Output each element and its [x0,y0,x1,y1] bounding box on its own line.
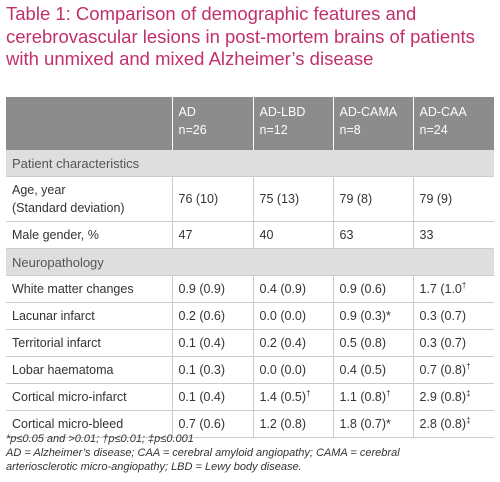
data-row: Lobar haematoma 0.1 (0.3) 0.0 (0.0) 0.4 (0.… [6,356,494,384]
cell: 0.9 (0.3)* [332,302,413,330]
label: Lacunar infarct [12,309,95,323]
cell: 0.3 (0.7) [412,329,494,357]
data-table: AD n=26 AD-LBD n=12 AD-CAMA n=8 AD-CAA n=24 Pat… [6,97,494,438]
significance: † [386,389,391,399]
significance: † [461,281,467,291]
cell: 0.1 (0.4) [171,383,253,411]
column-name: AD-CAMA [339,105,398,119]
column-n: n=24 [419,123,448,137]
column-n: n=26 [178,123,207,137]
header-cell: AD-LBD n=12 [252,97,333,150]
row-label: Lacunar infarct [6,302,172,330]
cell: 0.9 (0.9) [171,275,253,303]
header-cell: AD n=26 [171,97,253,150]
section-row: Patient characteristics [6,150,494,177]
cell-value: 1.1 (0.8) [339,390,387,405]
cell: 2.8 (0.8)‡ [412,410,494,438]
label: White matter changes [12,282,134,296]
section-title: Patient characteristics [6,150,494,177]
cell: 0.7 (0.6) [171,410,253,438]
cell: 0.4 (0.5) [332,356,413,384]
data-row: Lacunar infarct 0.2 (0.6) 0.0 (0.0) 0.9 (0.… [6,302,494,330]
cell: 79 (8) [332,176,413,222]
label: Cortical micro-bleed [12,417,124,431]
row-label: White matter changes [6,275,172,303]
column-name: AD-LBD [259,105,306,119]
cell-value: 1.4 (0.5) [259,390,307,405]
cell: 76 (10) [171,176,253,222]
cell: 40 [252,221,333,249]
cell: 0.3 (0.7) [412,302,494,330]
column-n: n=8 [339,123,361,137]
data-row: Cortical micro-infarct 0.1 (0.4) 1.4 (0.5)… [6,383,494,411]
cell: 79 (9) [412,176,494,222]
cell: 1.7 (1.0† [412,275,494,303]
cell: 0.2 (0.4) [252,329,333,357]
cell: 0.4 (0.9) [252,275,333,303]
label: Age, year [12,183,66,197]
cell: 0.7 (0.8)† [412,356,494,384]
footnote: arteriosclerotic micro-angiopathy; LBD =… [6,461,302,473]
cell: 47 [171,221,253,249]
cell: 75 (13) [252,176,333,222]
cell: 1.1 (0.8)† [332,383,413,411]
row-label: Age, year (Standard deviation) [6,176,172,222]
row-label: Territorial infarct [6,329,172,357]
cell: 0.0 (0.0) [252,302,333,330]
header-cell [6,97,172,150]
cell: 0.2 (0.6) [171,302,253,330]
sublabel: (Standard deviation) [12,201,125,215]
data-row: Male gender, % 47 40 63 33 [6,221,494,249]
cell: 0.9 (0.6) [332,275,413,303]
label: Lobar haematoma [12,363,114,377]
cell-value: 0.7 (0.8) [419,363,467,378]
title-line: cerebrovascular lesions in post-mortem b… [6,25,475,47]
cell-value: 2.8 (0.8) [419,417,467,432]
data-row: White matter changes 0.9 (0.9) 0.4 (0.9) 0.… [6,275,494,303]
footnote: *p≤0.05 and >0.01; †p≤0.01; ‡p≤0.001 [6,433,194,445]
label: Male gender, % [12,228,99,242]
row-label: Cortical micro-infarct [6,383,172,411]
cell: 1.8 (0.7)* [332,410,413,438]
cell: 63 [332,221,413,249]
row-label: Cortical micro-bleed [6,410,172,438]
significance: ‡ [466,389,471,399]
cell: 33 [412,221,494,249]
cell: 0.5 (0.8) [332,329,413,357]
footnotes: *p≤0.05 and >0.01; †p≤0.01; ‡p≤0.001 AD =… [6,432,400,474]
data-row: Cortical micro-bleed 0.7 (0.6) 1.2 (0.8) 1.… [6,410,494,438]
cell-value: 2.9 (0.8) [419,390,467,405]
cell: 1.4 (0.5)† [252,383,333,411]
column-name: AD-CAA [419,105,467,119]
cell: 0.0 (0.0) [252,356,333,384]
significance: † [466,362,471,372]
row-label: Lobar haematoma [6,356,172,384]
column-n: n=12 [259,123,288,137]
header-row: AD n=26 AD-LBD n=12 AD-CAMA n=8 AD-CAA n=24 [6,97,494,150]
header-cell: AD-CAMA n=8 [332,97,413,150]
cell: 1.2 (0.8) [252,410,333,438]
header-cell: AD-CAA n=24 [412,97,494,150]
label: Cortical micro-infarct [12,390,127,404]
title-line: Table 1: Comparison of demographic featu… [6,3,417,24]
cell: 0.1 (0.3) [171,356,253,384]
significance: † [306,389,311,399]
column-name: AD [178,105,196,119]
data-row: Territorial infarct 0.1 (0.4) 0.2 (0.4) 0.5… [6,329,494,357]
row-label: Male gender, % [6,221,172,249]
cell-value: 1.7 (1.0 [419,282,462,297]
label: Territorial infarct [12,336,101,350]
title: Table 1: Comparison of demographic featu… [6,3,496,71]
cell: 0.1 (0.4) [171,329,253,357]
data-row: Age, year (Standard deviation) 76 (10) 75 (… [6,176,494,222]
title-line: with unmixed and mixed Alzheimer’s disea… [6,48,374,69]
cell: 2.9 (0.8)‡ [412,383,494,411]
section-title: Neuropathology [6,248,494,276]
significance: ‡ [466,416,471,426]
footnote: AD = Alzheimer’s disease; CAA = cerebral… [6,447,400,459]
section-row: Neuropathology [6,248,494,276]
